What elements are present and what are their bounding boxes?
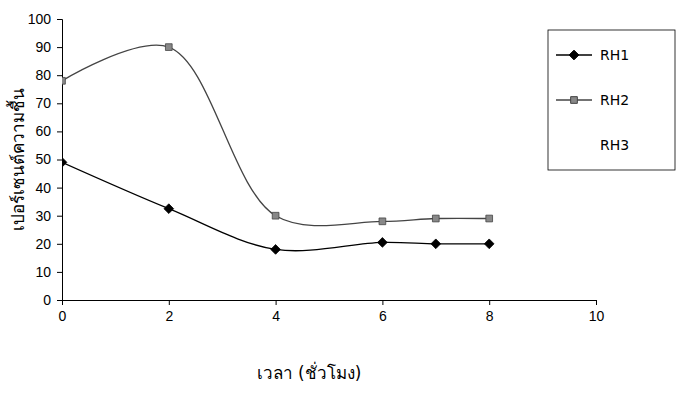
axis-line xyxy=(63,301,597,306)
legend-box xyxy=(548,30,675,170)
tick-label: 30 xyxy=(35,208,51,224)
marker xyxy=(378,238,388,248)
tick: 8 xyxy=(486,300,494,324)
x-axis: 0 2 4 6 8 10 xyxy=(59,300,605,324)
tick-mark xyxy=(169,300,170,305)
tick: 0 xyxy=(43,292,62,308)
tick: 70 xyxy=(35,95,62,111)
tick-mark xyxy=(57,244,62,245)
tick-mark xyxy=(57,103,62,104)
x-axis-title: เวลา (ชั่วโมง) xyxy=(257,361,362,383)
tick-label: 80 xyxy=(35,67,51,83)
tick-label: 50 xyxy=(35,151,51,167)
tick-mark xyxy=(57,272,62,273)
tick-mark xyxy=(57,160,62,161)
marker xyxy=(484,239,494,249)
plot-area xyxy=(62,44,494,255)
legend-marker xyxy=(571,97,578,104)
marker xyxy=(272,212,279,219)
tick-mark xyxy=(276,300,277,305)
tick-label: 100 xyxy=(28,11,52,27)
tick-mark xyxy=(57,75,62,76)
series-line xyxy=(62,162,489,250)
tick-mark xyxy=(57,216,62,217)
tick: 4 xyxy=(272,300,280,324)
tick: 30 xyxy=(35,208,62,224)
tick-mark xyxy=(489,300,490,305)
marker xyxy=(431,239,441,249)
tick: 50 xyxy=(35,151,62,167)
y-axis-title: เปอร์เซนต์ความชื้น xyxy=(6,88,28,231)
tick: 40 xyxy=(35,180,62,196)
tick: 10 xyxy=(589,300,605,324)
tick-label: 6 xyxy=(379,308,387,324)
marker xyxy=(164,204,174,214)
marker xyxy=(271,245,281,255)
tick-mark xyxy=(57,188,62,189)
tick: 60 xyxy=(35,123,62,139)
tick-mark xyxy=(57,300,62,301)
tick: 6 xyxy=(379,300,387,324)
legend-marker xyxy=(569,50,579,60)
tick-label: 90 xyxy=(35,39,51,55)
legend-label: RH3 xyxy=(600,137,629,153)
marker xyxy=(432,215,439,222)
tick-label: 60 xyxy=(35,123,51,139)
tick-label: 0 xyxy=(43,292,51,308)
tick: 80 xyxy=(35,67,62,83)
tick: 20 xyxy=(35,236,62,252)
tick-mark xyxy=(57,19,62,20)
tick-mark xyxy=(596,300,597,305)
legend: RH1 RH2 RH3 xyxy=(548,30,675,170)
marker xyxy=(486,215,493,222)
tick-label: 8 xyxy=(486,308,494,324)
tick-mark xyxy=(57,131,62,132)
y-axis: 0 10 20 30 40 50 60 70 80 90 100 xyxy=(28,11,63,308)
chart: 02468100102030405060708090100เวลา (ชั่วโ… xyxy=(0,0,678,399)
tick: 100 xyxy=(28,11,62,27)
tick-label: 20 xyxy=(35,236,51,252)
tick-label: 0 xyxy=(59,308,67,324)
tick-label: 70 xyxy=(35,95,51,111)
tick: 0 xyxy=(59,300,67,324)
tick: 2 xyxy=(165,300,173,324)
tick: 10 xyxy=(35,264,62,280)
legend-label: RH1 xyxy=(600,47,629,63)
tick-label: 40 xyxy=(35,180,51,196)
tick-label: 2 xyxy=(165,308,173,324)
tick-label: 10 xyxy=(589,308,605,324)
tick-label: 4 xyxy=(272,308,280,324)
legend-label: RH2 xyxy=(600,92,629,108)
tick-mark xyxy=(57,47,62,48)
marker xyxy=(165,44,172,51)
marker xyxy=(62,157,67,167)
marker xyxy=(379,218,386,225)
marker xyxy=(62,77,65,84)
axis-line xyxy=(57,20,63,301)
tick: 90 xyxy=(35,39,62,55)
tick-mark xyxy=(382,300,383,305)
tick-label: 10 xyxy=(35,264,51,280)
series-line xyxy=(62,45,489,225)
